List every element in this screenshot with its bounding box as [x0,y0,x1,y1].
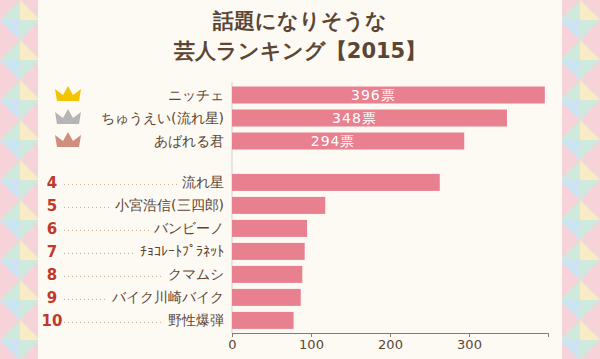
category-label: ニッチェ [168,87,224,103]
crown [55,132,81,147]
x-tick-label: 0 [228,337,236,352]
leader [64,207,111,208]
data-label: 294票 [311,133,356,149]
category-label: 小宮浩信(三四郎) [115,197,224,213]
x-tick: 300 [457,333,482,352]
data-label: 396票 [351,87,396,103]
rank-label: 8 [47,266,57,284]
background [0,0,600,359]
x-tick-label: 100 [299,337,324,352]
bar [232,289,301,306]
rank-label: 6 [47,220,57,238]
rank-label: 9 [47,289,57,307]
category-label: 流れ星 [182,174,224,190]
panel [38,0,562,359]
bar [232,312,294,329]
leader [64,299,108,300]
leader [64,322,164,323]
bar [232,266,302,283]
bar [232,174,440,191]
category-label: クマムシ [168,266,224,282]
crown [55,109,81,124]
leader [64,230,150,231]
category-label: 野性爆弾 [168,312,224,328]
bar [232,110,507,127]
data-label: 348票 [332,110,377,126]
leader [64,184,178,185]
bar [232,220,307,237]
category-label: バイク川崎バイク [111,289,224,305]
x-axis: 0 100 200 300 [228,333,548,352]
category-label: あばれる君 [154,133,224,149]
x-tick: 100 [299,333,324,352]
title: 話題になりそうな芸人ランキング【2015】 [173,9,426,63]
rank-label: 5 [47,197,57,215]
leader [64,276,164,277]
bar [232,243,305,260]
crown [55,86,81,101]
rank-label: 10 [42,312,63,330]
category-label: ﾁｮｺﾚｰﾄﾌﾟﾗﾈｯﾄ [140,243,224,259]
x-tick-label: 300 [457,337,482,352]
x-tick: 0 [228,333,236,352]
bar [232,133,464,150]
category-label: バンビーノ [153,220,224,236]
chart-svg: 話題になりそうな芸人ランキング【2015】 396票 348票 294票 ニッチェちゅう… [0,0,600,359]
rank-label: 7 [47,243,57,261]
bars [232,87,545,329]
bar [232,197,325,214]
rank-label: 4 [47,174,57,192]
bar [232,87,545,104]
category-label: ちゅうえい(流れ星) [101,110,224,126]
x-tick-label: 200 [378,337,403,352]
leader [64,253,136,254]
x-tick: 200 [378,333,403,352]
